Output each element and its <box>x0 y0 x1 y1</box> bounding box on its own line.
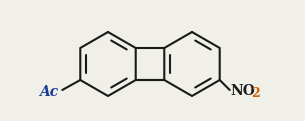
Text: 2: 2 <box>251 87 260 99</box>
Text: NO: NO <box>230 84 255 98</box>
Text: Ac: Ac <box>39 85 58 99</box>
